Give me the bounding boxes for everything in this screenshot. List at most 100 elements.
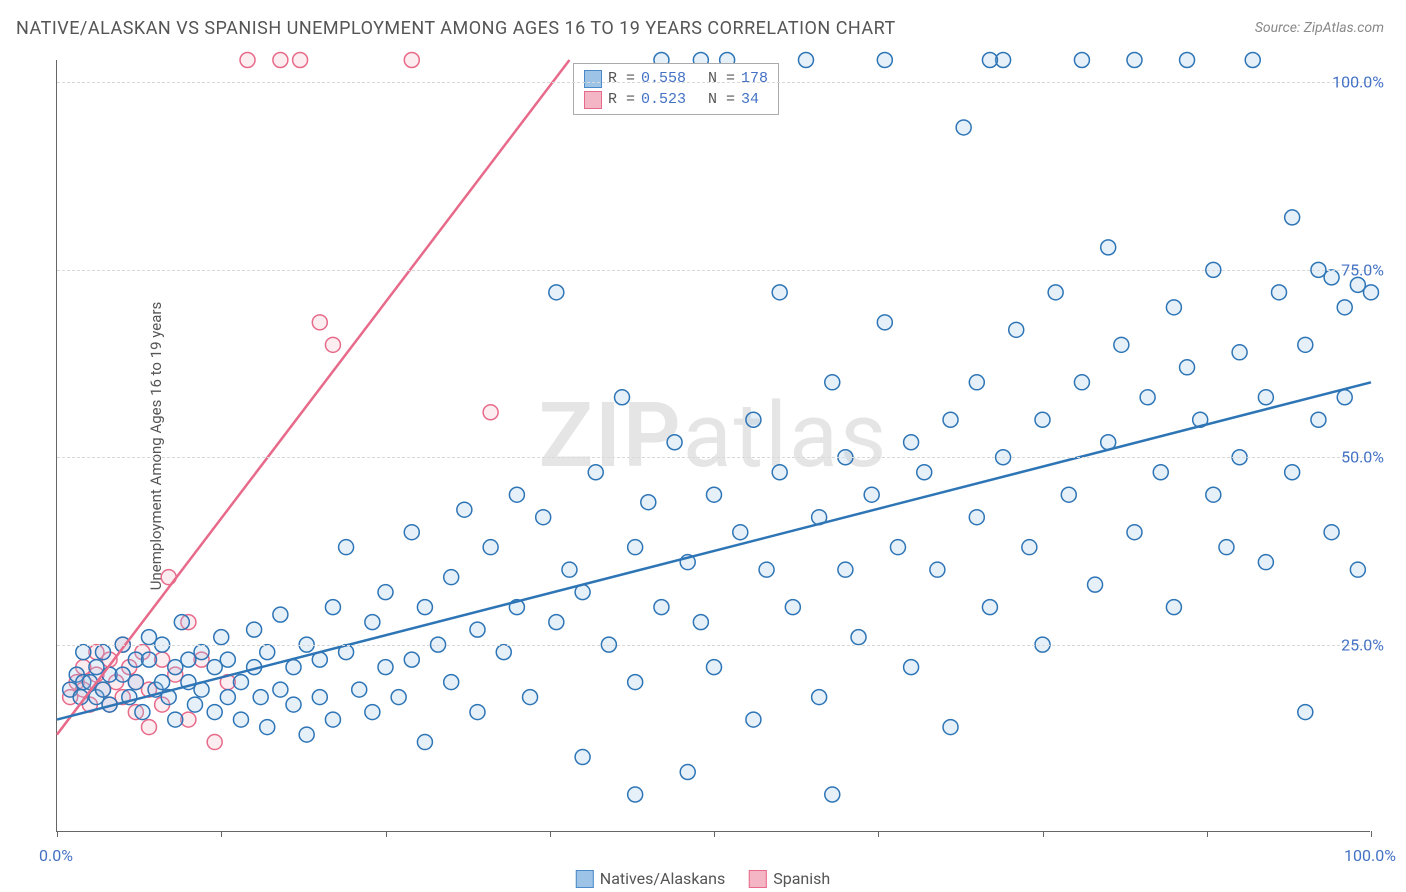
data-point [378, 660, 393, 675]
data-point [444, 675, 459, 690]
data-point [1350, 562, 1365, 577]
data-point [293, 53, 308, 68]
gridline [57, 645, 1370, 646]
trend-line [57, 60, 569, 735]
legend-swatch-natives-icon [576, 870, 594, 888]
data-point [207, 705, 222, 720]
data-point [707, 487, 722, 502]
data-point [1337, 390, 1352, 405]
x-tick [550, 831, 551, 837]
data-point [943, 412, 958, 427]
gridline [57, 82, 1370, 83]
data-point [588, 465, 603, 480]
y-tick-label: 75.0% [1341, 260, 1384, 279]
data-point [260, 645, 275, 660]
data-point [943, 720, 958, 735]
y-tick-label: 25.0% [1341, 635, 1384, 654]
data-point [1219, 540, 1234, 555]
x-tick [221, 831, 222, 837]
data-point [628, 540, 643, 555]
data-point [1127, 525, 1142, 540]
data-point [233, 712, 248, 727]
data-point [187, 697, 202, 712]
data-point [470, 622, 485, 637]
n-value-natives: 178 [741, 68, 768, 89]
legend-item-natives: Natives/Alaskans [576, 869, 725, 888]
data-point [286, 660, 301, 675]
data-point [391, 690, 406, 705]
data-point [470, 705, 485, 720]
legend-label-natives: Natives/Alaskans [600, 869, 725, 888]
legend-row-natives: R = 0.558 N = 178 [584, 68, 768, 89]
data-point [214, 630, 229, 645]
data-point [378, 585, 393, 600]
data-point [220, 690, 235, 705]
data-point [1035, 412, 1050, 427]
x-tick-label: 100.0% [1344, 846, 1396, 865]
data-point [746, 412, 761, 427]
data-point [404, 53, 419, 68]
data-point [969, 375, 984, 390]
data-point [1285, 210, 1300, 225]
data-point [1074, 375, 1089, 390]
x-tick-label: 0.0% [39, 846, 73, 865]
data-point [457, 502, 472, 517]
data-point [404, 525, 419, 540]
data-point [615, 390, 630, 405]
data-point [1009, 322, 1024, 337]
data-point [1048, 285, 1063, 300]
data-point [785, 600, 800, 615]
data-point [707, 660, 722, 675]
data-point [299, 727, 314, 742]
data-point [1364, 285, 1379, 300]
data-point [1206, 487, 1221, 502]
data-point [851, 630, 866, 645]
data-point [273, 682, 288, 697]
data-point [917, 465, 932, 480]
data-point [325, 712, 340, 727]
data-point [95, 682, 110, 697]
data-point [312, 690, 327, 705]
n-label: N = [708, 89, 735, 110]
data-point [253, 690, 268, 705]
data-point [141, 652, 156, 667]
data-point [904, 660, 919, 675]
data-point [904, 435, 919, 450]
data-point [562, 562, 577, 577]
data-point [759, 562, 774, 577]
x-tick [1371, 831, 1372, 837]
data-point [628, 675, 643, 690]
data-point [1258, 555, 1273, 570]
data-point [1153, 465, 1168, 480]
data-point [141, 720, 156, 735]
x-tick [714, 831, 715, 837]
legend-swatch-spanish-icon [749, 870, 767, 888]
data-point [240, 53, 255, 68]
legend-swatch-spanish [584, 91, 602, 109]
gridline [57, 270, 1370, 271]
data-point [1324, 270, 1339, 285]
data-point [174, 615, 189, 630]
data-point [273, 607, 288, 622]
data-point [1114, 337, 1129, 352]
data-point [877, 53, 892, 68]
r-value-spanish: 0.523 [641, 89, 686, 110]
data-point [444, 570, 459, 585]
data-point [1101, 240, 1116, 255]
data-point [1180, 53, 1195, 68]
chart-container: NATIVE/ALASKAN VS SPANISH UNEMPLOYMENT A… [0, 0, 1406, 892]
y-tick-label: 50.0% [1341, 448, 1384, 467]
data-point [575, 750, 590, 765]
data-point [1088, 577, 1103, 592]
x-tick [57, 831, 58, 837]
data-point [207, 735, 222, 750]
data-point [930, 562, 945, 577]
data-point [483, 540, 498, 555]
source-label: Source: ZipAtlas.com [1255, 20, 1384, 36]
data-point [1311, 412, 1326, 427]
data-point [312, 315, 327, 330]
data-point [233, 675, 248, 690]
data-point [76, 645, 91, 660]
legend-label-spanish: Spanish [773, 869, 830, 888]
data-point [1166, 600, 1181, 615]
